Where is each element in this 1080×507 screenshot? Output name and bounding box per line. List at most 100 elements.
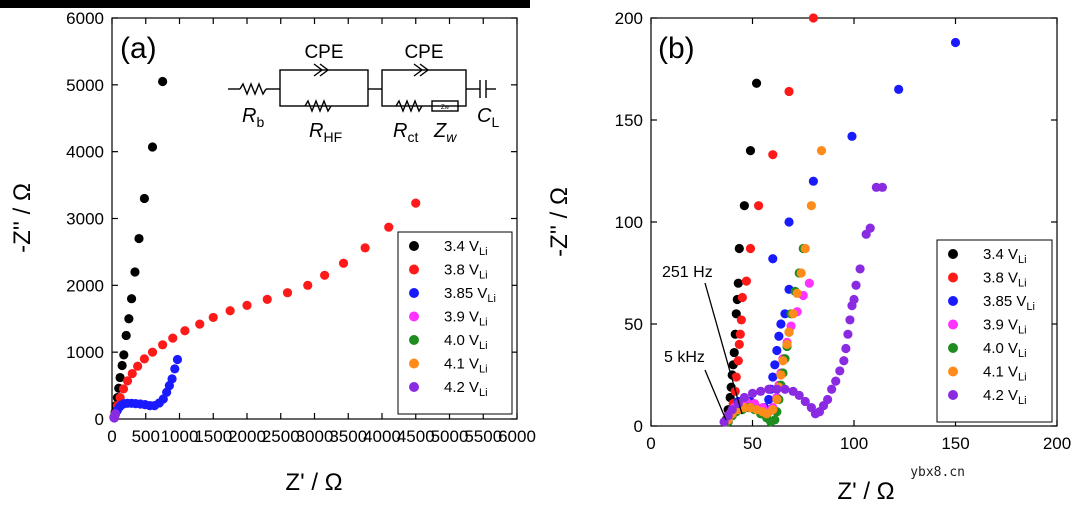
cpe1-icon [319,63,330,77]
legend-label: 3.9 VLi [444,309,488,329]
legend-marker [948,390,958,400]
resistor-rct-icon [395,99,423,113]
panel-b-label: (b) [658,32,695,65]
cpe2-icon [413,63,424,77]
data-point [841,343,851,354]
data-point [792,288,802,298]
legend-marker [409,335,419,345]
parallel-block-1 [279,69,369,107]
data-point [806,201,816,211]
panel-a-x-tick-label: 6000 [498,427,536,446]
resistor-rb-icon [239,82,267,96]
data-point [747,388,758,398]
equivalent-circuit [228,63,496,113]
data-point [804,278,814,288]
legend-marker [948,319,958,330]
rhf-label: RHF [309,120,342,145]
panel-b-y-tick-label: 150 [615,111,643,130]
legend-marker [948,366,958,377]
legend-marker [409,241,419,251]
data-point [117,360,127,371]
panel-b-y-tick-label: 0 [634,417,643,436]
panel-a-x-tick-label: 500 [132,427,160,446]
warburg-box-label: Zw [441,105,450,111]
panel-a-y-tick-label: 1000 [66,343,104,362]
data-point [384,222,394,232]
data-point [800,396,810,407]
data-point [770,360,780,370]
data-point [739,201,749,211]
panel-a-x-tick-label: 3000 [296,427,334,446]
panel-a-y-tick-label: 2000 [66,276,104,295]
data-point [849,294,859,305]
data-point [242,300,252,310]
data-point [768,150,778,160]
data-point [133,361,143,371]
data-point [122,376,133,386]
cpe1-label: CPE [304,42,343,63]
legend-label: 4.1 VLi [444,356,488,376]
data-point [733,278,743,288]
panel-b: (b) 0 50 100 150 200 0 50 100 150 200 Z' / Ω -Z''… [546,9,1071,505]
data-point [847,131,857,141]
legend-label: 3.4 VLi [444,238,488,258]
panel-a-x-tick-label: 1000 [161,427,199,446]
panel-b-y-tick-label: 50 [624,315,643,334]
data-point [126,294,137,304]
legend-marker [409,382,419,392]
panel-a-x-tick-label: 2500 [262,427,300,446]
legend-label: 3.9 VLi [983,317,1027,337]
top-black-bar [0,0,530,8]
legend-label: 4.0 VLi [983,340,1027,360]
data-point [788,309,798,319]
data-point [808,13,819,23]
data-point [121,330,131,341]
data-point [168,333,178,343]
panel-a-x-tick-label: 5500 [464,427,502,446]
data-point [303,280,313,290]
panel-a-y-tick-label: 6000 [66,9,104,28]
data-point [734,339,744,349]
panel-b-y-tick-label: 200 [615,9,643,28]
legend-marker [409,311,419,322]
data-point [139,193,149,204]
data-point [816,146,827,156]
rb-label: Rb [242,105,264,130]
panel-a-x-tick-label: 4500 [397,427,435,446]
data-point [734,243,744,254]
data-point [768,405,778,415]
data-point [780,384,790,394]
legend-marker [409,358,419,369]
panel-b-y-tick-label: 100 [615,213,643,232]
data-point [768,254,778,264]
data-point [768,372,778,382]
data-point [729,347,739,358]
panel-b-x-tick-label: 200 [1043,434,1071,453]
panel-b-y-label: -Z'' / Ω [546,187,573,257]
panel-b-x-tick-label: 0 [646,434,655,453]
legend-label: 3.8 VLi [983,270,1027,290]
data-point [764,394,774,405]
data-point [827,384,837,394]
resistor-rhf-icon [304,99,332,113]
data-point [119,350,129,360]
annotation-5khz: 5 kHz [664,349,705,366]
data-point [782,339,792,349]
panel-a-legend-items: 3.4 VLi 3.8 VLi 3.85 VLi 3.9 VLi 4.0 VLi 4.1 … [409,238,496,399]
data-point [772,345,782,356]
data-point [139,354,149,364]
data-point [839,356,849,366]
panel-b-x-tick-label: 100 [840,434,868,453]
panel-a-label: (a) [120,32,157,65]
data-point [774,331,784,341]
data-point [727,405,737,415]
panel-a-x-tick-label: 4000 [363,427,401,446]
legend-label: 4.1 VLi [983,364,1027,384]
data-point [147,142,158,152]
legend-label: 3.8 VLi [444,262,488,282]
legend-label: 3.4 VLi [983,246,1027,266]
legend-marker [409,264,419,275]
data-point [831,376,841,386]
panel-a: (a) 0 500 10001500200025003000350040004500… [9,9,536,496]
data-point [130,267,140,277]
